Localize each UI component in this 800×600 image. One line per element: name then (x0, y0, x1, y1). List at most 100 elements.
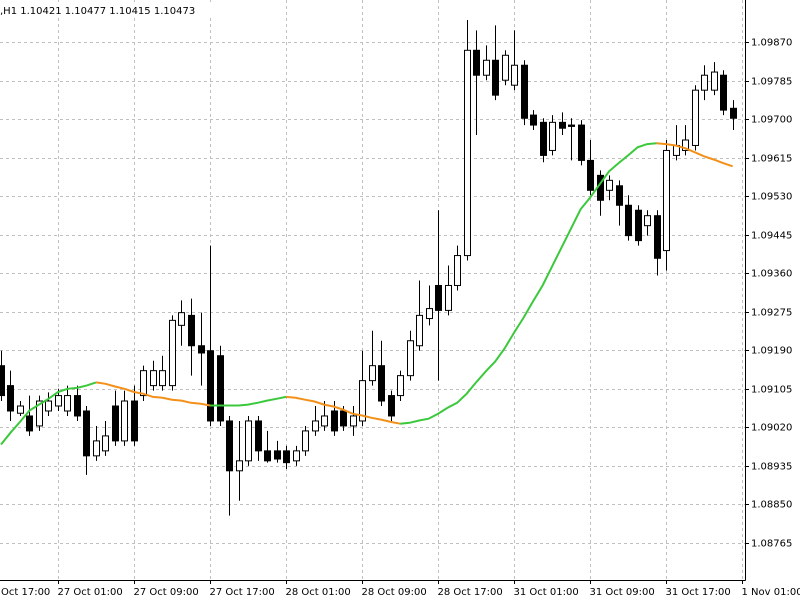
candle-body (350, 415, 357, 427)
candle-body (625, 204, 632, 237)
candle-body (692, 89, 699, 146)
candle-body (635, 209, 642, 242)
title-bg (0, 2, 260, 18)
x-tick-label: 31 Oct 01:00 (514, 587, 579, 598)
grid (0, 0, 745, 580)
candle-body (730, 107, 737, 119)
x-tick-label: 1 Nov 01:00 (742, 587, 800, 598)
candle-body (283, 450, 290, 464)
moving-average (95, 381, 211, 407)
candle-body (45, 400, 52, 412)
candle-body (587, 159, 594, 191)
candle-body (682, 139, 689, 151)
candle-body (407, 340, 414, 377)
candle-body (36, 400, 43, 427)
y-tick-label: 1.09360 (751, 269, 792, 280)
x-tick-label: 28 Oct 01:00 (286, 587, 351, 598)
candle-body (435, 284, 442, 311)
y-tick-label: 1.09275 (751, 308, 792, 319)
candle-body (178, 312, 185, 326)
y-tick-label: 1.09190 (751, 346, 792, 357)
candle-body (121, 400, 128, 442)
candle-body (17, 405, 24, 414)
candle-body (359, 380, 366, 422)
candle-body (492, 59, 499, 96)
candle-body (188, 314, 195, 347)
x-tick-label: 27 Oct 17:00 (210, 587, 275, 598)
x-tick-label: 27 Oct 09:00 (134, 587, 199, 598)
y-tick-label: 1.08765 (751, 539, 792, 550)
candle-body (663, 149, 670, 252)
candle-body (274, 450, 281, 460)
candle-body (312, 420, 319, 432)
x-tick-label: 27 Oct 01:00 (58, 587, 123, 598)
candle-body (198, 345, 205, 354)
candle-body (83, 410, 90, 457)
y-tick-label: 1.08850 (751, 500, 792, 511)
y-tick-label: 1.09445 (751, 231, 792, 242)
candle-body (701, 74, 708, 91)
candle-body (293, 450, 300, 462)
moving-average (656, 142, 733, 168)
y-tick-label: 1.09870 (751, 38, 792, 49)
candle-body (64, 395, 71, 412)
candle-body (131, 400, 138, 442)
candle-body (255, 420, 262, 452)
candle-body (426, 308, 433, 320)
candle-body (464, 49, 471, 257)
candle-body (112, 405, 119, 442)
candle-body (397, 375, 404, 397)
x-tick-label: Oct 17:00 (1, 587, 50, 598)
y-tick-label: 1.08935 (751, 462, 792, 473)
y-tick-label: 1.09785 (751, 77, 792, 88)
candle-body (340, 410, 347, 427)
candle-body (511, 64, 518, 86)
candle-body (540, 121, 547, 156)
candle-body (454, 255, 461, 286)
candle-body (302, 430, 309, 452)
candle-body (264, 450, 271, 462)
candle-body (616, 185, 623, 206)
chart-title: ,H1 1.10421 1.10477 1.10415 1.10473 (0, 6, 195, 17)
candle-body (549, 121, 556, 151)
x-tick-label: 28 Oct 09:00 (362, 587, 427, 598)
y-tick-label: 1.09105 (751, 385, 792, 396)
candle-body (369, 365, 376, 382)
plot (0, 19, 737, 516)
moving-average (210, 395, 287, 407)
candle-body (0, 365, 5, 397)
candle-body (207, 350, 214, 422)
candle-body (711, 71, 718, 91)
candle-body (530, 114, 537, 126)
y-tick-label: 1.09700 (751, 115, 792, 126)
candle-body (473, 49, 480, 76)
x-tick-label: 31 Oct 09:00 (590, 587, 655, 598)
candle-body (644, 215, 651, 227)
candle-body (416, 314, 423, 347)
moving-average (285, 395, 401, 425)
candle-body (331, 410, 338, 432)
candle-body (217, 355, 224, 422)
candle-body (226, 420, 233, 472)
candle-body (578, 124, 585, 161)
candle-body (74, 395, 81, 417)
candle-body (559, 121, 566, 129)
candle-body (502, 54, 509, 81)
candle-body (568, 124, 575, 127)
candle-body (159, 370, 166, 387)
candle-body (93, 440, 100, 457)
candle-body (245, 420, 252, 462)
candle-body (140, 370, 147, 397)
candle-body (321, 415, 328, 427)
candle-body (483, 59, 490, 76)
candle-body (7, 385, 14, 412)
candle-body (26, 415, 33, 432)
candle-body (150, 370, 157, 387)
x-tick-label: 31 Oct 17:00 (666, 587, 731, 598)
candle-body (720, 74, 727, 111)
candle-body (606, 179, 613, 191)
x-tick-label: 28 Oct 17:00 (438, 587, 503, 598)
candle-body (388, 395, 395, 417)
y-tick-label: 1.09020 (751, 423, 792, 434)
